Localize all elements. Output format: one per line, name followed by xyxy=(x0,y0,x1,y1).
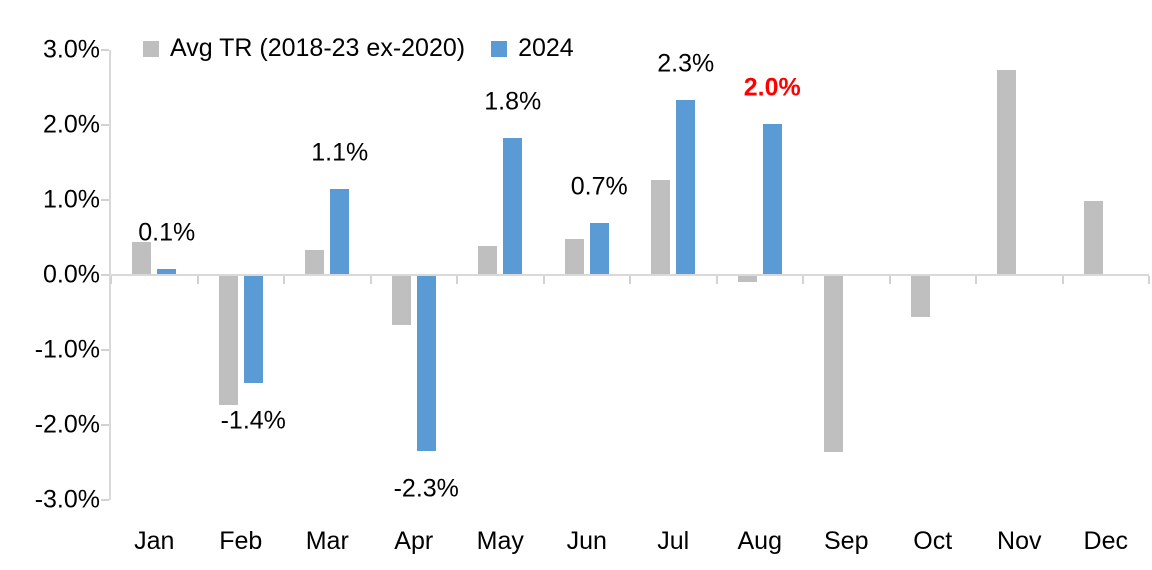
bar-avg-tr-apr xyxy=(391,276,411,325)
bar-2024-apr xyxy=(416,276,436,451)
data-label-apr: -2.3% xyxy=(393,474,459,503)
y-axis-label: 2.0% xyxy=(43,110,100,139)
x-axis-label-apr: Apr xyxy=(394,527,434,555)
bar-2024-feb xyxy=(243,276,263,383)
data-label-jul: 2.3% xyxy=(657,49,715,78)
bar-2024-aug xyxy=(762,124,782,274)
y-axis-label: 0.0% xyxy=(43,260,100,289)
data-label-aug: 2.0% xyxy=(743,73,801,102)
y-axis-tick xyxy=(101,349,109,351)
x-axis-label-jul: Jul xyxy=(657,527,690,555)
bar-avg-tr-jan xyxy=(132,241,152,274)
x-axis-tick xyxy=(1148,276,1150,284)
x-axis-tick xyxy=(542,276,545,284)
bar-avg-tr-mar xyxy=(305,250,325,274)
bar-2024-jul xyxy=(676,100,696,274)
chart-legend: Avg TR (2018-23 ex-2020) 2024 xyxy=(143,34,574,63)
x-axis-tick xyxy=(283,276,285,284)
x-axis-tick xyxy=(629,276,631,284)
x-axis-label-mar: Mar xyxy=(305,527,349,555)
x-axis-tick xyxy=(975,276,977,284)
x-axis-tick xyxy=(110,276,112,284)
bar-avg-tr-feb xyxy=(218,276,238,405)
bar-avg-tr-oct xyxy=(910,276,930,318)
y-axis-label: -2.0% xyxy=(34,410,100,439)
bar-avg-tr-aug xyxy=(737,276,757,282)
data-label-jun: 0.7% xyxy=(570,172,628,201)
bar-avg-tr-dec xyxy=(1083,201,1103,274)
x-axis-line xyxy=(109,274,1149,276)
bar-2024-mar xyxy=(330,189,350,274)
y-axis-label: -3.0% xyxy=(34,485,100,514)
x-axis-tick xyxy=(802,276,804,284)
x-axis-label-dec: Dec xyxy=(1083,527,1128,555)
y-axis-tick xyxy=(101,499,109,501)
y-axis-label: 1.0% xyxy=(43,185,100,214)
bar-avg-tr-jul xyxy=(651,180,671,274)
legend-label-avg-tr: Avg TR (2018-23 ex-2020) xyxy=(170,34,466,62)
y-axis-tick xyxy=(101,49,109,51)
legend-label-2024: 2024 xyxy=(518,34,574,62)
x-axis-label-oct: Oct xyxy=(913,527,953,555)
y-axis-label: -1.0% xyxy=(34,335,100,364)
data-label-feb: -1.4% xyxy=(220,406,286,434)
x-axis-tick xyxy=(456,276,458,284)
y-axis-tick xyxy=(101,274,109,276)
bar-avg-tr-nov xyxy=(997,70,1017,274)
y-axis-tick xyxy=(101,424,109,426)
y-axis-label: 3.0% xyxy=(43,35,100,64)
x-axis-tick xyxy=(196,276,199,284)
bar-avg-tr-jun xyxy=(564,238,584,274)
bar-2024-may xyxy=(503,137,523,274)
x-axis-label-feb: Feb xyxy=(219,527,263,555)
x-axis-label-jun: Jun xyxy=(566,527,607,555)
bar-avg-tr-sep xyxy=(824,276,844,453)
legend-swatch-2024 xyxy=(491,40,508,57)
legend-swatch-avg-tr xyxy=(143,40,159,57)
x-axis-label-aug: Aug xyxy=(737,527,782,555)
x-axis-label-sep: Sep xyxy=(824,527,869,555)
x-axis-tick xyxy=(1061,276,1064,284)
bar-2024-jan xyxy=(157,268,177,274)
data-label-mar: 1.1% xyxy=(311,138,369,167)
data-label-may: 1.8% xyxy=(484,87,542,115)
x-axis-tick xyxy=(369,276,372,284)
data-label-jan: 0.1% xyxy=(138,218,196,247)
legend-item-avg-tr: Avg TR (2018-23 ex-2020) xyxy=(143,34,465,63)
x-axis-tick xyxy=(715,276,718,284)
x-axis-label-may: May xyxy=(476,527,524,555)
y-axis-tick xyxy=(101,124,109,126)
legend-item-2024: 2024 xyxy=(491,34,574,63)
x-axis-tick xyxy=(888,276,891,284)
x-axis-label-jan: Jan xyxy=(134,527,175,555)
bar-2024-jun xyxy=(589,223,609,274)
bar-avg-tr-may xyxy=(478,246,498,274)
x-axis-label-nov: Nov xyxy=(997,527,1042,555)
y-axis-tick xyxy=(101,199,109,201)
